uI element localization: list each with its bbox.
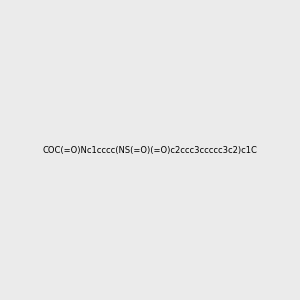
Text: COC(=O)Nc1cccc(NS(=O)(=O)c2ccc3ccccc3c2)c1C: COC(=O)Nc1cccc(NS(=O)(=O)c2ccc3ccccc3c2)… (43, 146, 257, 154)
